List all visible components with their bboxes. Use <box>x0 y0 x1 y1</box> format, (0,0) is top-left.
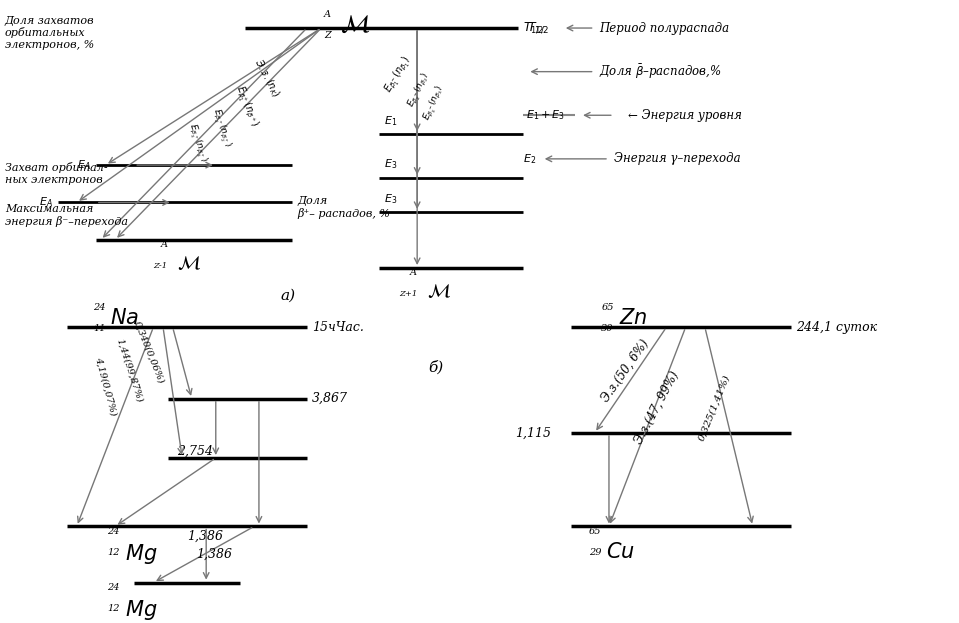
Text: 24: 24 <box>107 583 120 592</box>
Text: 4,19(0,07%): 4,19(0,07%) <box>93 356 118 417</box>
Text: A: A <box>410 269 417 277</box>
Text: $\mathit{E_A}$: $\mathit{E_A}$ <box>78 158 91 172</box>
Text: $\mathit{E_3}$: $\mathit{E_3}$ <box>384 192 397 206</box>
Text: $\mathit{E_{\beta_1^+}(n_{\beta^+})}$: $\mathit{E_{\beta_1^+}(n_{\beta^+})}$ <box>231 83 262 129</box>
Text: б): б) <box>429 360 444 375</box>
Text: Э.з.(50, 6%): Э.з.(50, 6%) <box>599 337 651 404</box>
Text: Доля $\bar{\beta}$–распадов,%: Доля $\bar{\beta}$–распадов,% <box>599 62 722 81</box>
Text: ← Энергия уровня: ← Энергия уровня <box>628 109 742 121</box>
Text: $\mathcal{M}$: $\mathcal{M}$ <box>340 14 370 36</box>
Text: 11: 11 <box>93 324 105 333</box>
Text: $\mathit{E_{\beta_3^+}(n_{\beta_3^+})}$: $\mathit{E_{\beta_3^+}(n_{\beta_3^+})}$ <box>183 122 210 164</box>
Text: $\mathit{E_{\beta_2^-}(n_{\beta_2})}$: $\mathit{E_{\beta_2^-}(n_{\beta_2})}$ <box>405 70 433 110</box>
Text: Энергия γ–перехода: Энергия γ–перехода <box>614 153 740 165</box>
Text: Доля захватов
орбитальных
электронов, %: Доля захватов орбитальных электронов, % <box>5 16 94 50</box>
Text: Э.з.(47, 99%): Э.з.(47, 99%) <box>632 369 682 447</box>
Text: 244,1 суток: 244,1 суток <box>796 321 877 333</box>
Text: а): а) <box>280 289 295 303</box>
Text: $Na$: $Na$ <box>110 308 139 328</box>
Text: 12: 12 <box>107 548 120 557</box>
Text: $\mathit{E_{\beta_2^+}(n_{\beta_2^+})}$: $\mathit{E_{\beta_2^+}(n_{\beta_2^+})}$ <box>207 107 234 149</box>
Text: $\mathit{E_1+E_3}$: $\mathit{E_1+E_3}$ <box>526 108 565 122</box>
Text: Доля
β⁺– распадов, %: Доля β⁺– распадов, % <box>297 196 390 219</box>
Text: Z+1: Z+1 <box>399 290 417 298</box>
Text: $\mathit{E_2}$: $\mathit{E_2}$ <box>523 152 536 166</box>
Text: $Cu$: $Cu$ <box>606 542 635 562</box>
Text: $\mathcal{M}$: $\mathcal{M}$ <box>177 255 201 273</box>
Text: 3,867: 3,867 <box>312 392 348 405</box>
Text: 1,386: 1,386 <box>197 548 233 561</box>
Text: $\mathcal{M}$: $\mathcal{M}$ <box>427 283 451 302</box>
Text: 15чЧас.: 15чЧас. <box>312 321 363 333</box>
Text: $Mg$: $Mg$ <box>125 542 157 566</box>
Text: 0,340(0,06%): 0,340(0,06%) <box>132 320 165 384</box>
Text: 1,44(99,87%): 1,44(99,87%) <box>115 338 144 404</box>
Text: 2,754: 2,754 <box>177 445 214 458</box>
Text: $\mathit{Э.з.(n_K)}$: $\mathit{Э.з.(n_K)}$ <box>251 56 282 100</box>
Text: 24: 24 <box>107 527 120 536</box>
Text: 0,325(1,41%): 0,325(1,41%) <box>697 374 732 442</box>
Text: $Zn$: $Zn$ <box>619 308 647 328</box>
Text: 1,386: 1,386 <box>187 530 223 543</box>
Text: 65: 65 <box>589 527 601 536</box>
Text: 24: 24 <box>93 303 105 312</box>
Text: $\mathit{E_{\beta_1^-}(n_{\beta_1})}$: $\mathit{E_{\beta_1^-}(n_{\beta_1})}$ <box>381 54 415 96</box>
Text: 29: 29 <box>589 548 601 557</box>
Text: Z-1: Z-1 <box>153 262 168 270</box>
Text: 65: 65 <box>601 303 614 312</box>
Text: $T_{1/2}$: $T_{1/2}$ <box>523 21 544 36</box>
Text: 30: 30 <box>601 324 614 333</box>
Text: 1,115: 1,115 <box>515 427 551 439</box>
Text: $Mg$: $Mg$ <box>125 598 157 622</box>
Text: Z: Z <box>324 31 331 40</box>
Text: $\mathit{E_A}$: $\mathit{E_A}$ <box>39 196 53 209</box>
Text: 12: 12 <box>107 604 120 613</box>
Text: $\mathit{E_1}$: $\mathit{E_1}$ <box>384 114 397 128</box>
Text: $T_{1/2}$: $T_{1/2}$ <box>527 21 550 36</box>
Text: Захват орбитал-
ных электронов: Захват орбитал- ных электронов <box>5 162 107 184</box>
Text: A: A <box>324 10 331 19</box>
Text: Максимальная
энергия β⁻–перехода: Максимальная энергия β⁻–перехода <box>5 204 128 227</box>
Text: Период полураспада: Период полураспада <box>599 22 730 34</box>
Text: A: A <box>161 240 168 249</box>
Text: $\mathit{E_{\beta_3^-}(n_{\beta_3})}$: $\mathit{E_{\beta_3^-}(n_{\beta_3})}$ <box>421 83 448 123</box>
Text: $\mathit{E_3}$: $\mathit{E_3}$ <box>384 158 397 171</box>
